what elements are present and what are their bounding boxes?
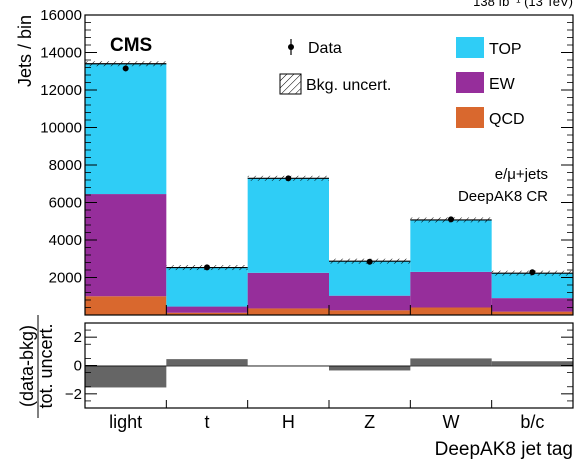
main-tick-label-2000: 2000 [49, 270, 82, 287]
category-label-z: Z [364, 412, 375, 432]
ratio-tick-label-2: 2 [74, 329, 82, 346]
main-tick-label-10000: 10000 [40, 120, 82, 137]
legend-data-label: Data [308, 40, 342, 57]
data-point-w [448, 216, 454, 223]
cms-label: CMS [110, 35, 152, 56]
bar-ew-t [166, 306, 248, 313]
main-tick-label-16000: 16000 [40, 7, 82, 24]
channel-label: e/μ+jets [495, 166, 548, 183]
category-label-h: H [282, 412, 295, 432]
bar-qcd-b-c [491, 311, 573, 315]
bar-ew-light [85, 194, 167, 297]
data-point-h [285, 175, 292, 182]
pull-bar-light [85, 365, 167, 388]
ratio-panel-bars [85, 358, 573, 388]
legend-bkg-uncert: Bkg. uncert. [279, 73, 391, 95]
bar-top-z [329, 261, 411, 296]
pull-bar-z [329, 365, 411, 371]
legend-data: Data [288, 39, 342, 57]
pull-bar-w [410, 358, 492, 366]
x-axis-label: DeepAK8 jet tag [435, 439, 573, 460]
luminosity-label: 138 fb⁻¹ (13 TeV) [473, 0, 573, 9]
bar-top-light [85, 63, 167, 195]
legend-qcd-label: QCD [489, 111, 525, 128]
legend-data-point [288, 44, 294, 50]
bar-qcd-t [166, 312, 248, 315]
bar-top-t [166, 267, 248, 307]
category-label-b-c: b/c [520, 412, 544, 432]
ratio-y-axis-label-line2: tot. uncert. [36, 323, 56, 408]
main-panel-data-points [122, 65, 536, 276]
bar-top-b-c [491, 273, 573, 299]
bar-qcd-h [247, 308, 329, 315]
legend-top-swatch [456, 37, 484, 58]
main-tick-label-14000: 14000 [40, 45, 82, 62]
bar-ew-b-c [491, 298, 573, 312]
region-label: DeepAK8 CR [458, 188, 548, 205]
ratio-tick-label--2: −2 [65, 386, 82, 403]
data-point-z [366, 258, 373, 265]
legend-qcd-swatch [456, 107, 484, 128]
bar-ew-z [329, 295, 411, 311]
bar-ew-w [410, 271, 492, 308]
category-label-light: light [109, 412, 142, 432]
legend-top-label: TOP [489, 41, 522, 58]
main-tick-label-8000: 8000 [49, 157, 82, 174]
bar-qcd-z [329, 310, 411, 315]
bar-top-h [247, 178, 329, 273]
legend: Data Bkg. uncert. TOP EW QCD [279, 37, 525, 128]
main-panel-bars [85, 63, 573, 315]
main-tick-label-12000: 12000 [40, 82, 82, 99]
bar-qcd-w [410, 307, 492, 315]
main-y-axis-label: Jets / bin [15, 15, 35, 87]
category-label-w: W [443, 412, 460, 432]
main-tick-label-4000: 4000 [49, 232, 82, 249]
ratio-y-ticks: −2 0 2 [65, 329, 573, 403]
bar-top-w [410, 219, 492, 272]
legend-ew-swatch [456, 72, 484, 93]
legend-bkg-uncert-swatch [279, 73, 302, 95]
data-point-b-c [529, 269, 536, 276]
bar-ew-h [247, 272, 329, 309]
data-point-t [204, 264, 210, 271]
pull-bar-t [166, 359, 248, 366]
bar-qcd-light [85, 296, 167, 315]
data-point-light [122, 65, 129, 72]
ratio-y-axis-label-line1: (data-bkg) [17, 325, 37, 407]
category-label-t: t [204, 412, 209, 432]
main-tick-label-6000: 6000 [49, 195, 82, 212]
main-y-ticks: 2000 4000 6000 8000 10000 12000 14000 16000 [40, 7, 573, 308]
ratio-tick-label-0: 0 [74, 358, 82, 375]
legend-ew-label: EW [489, 76, 516, 93]
pull-bar-b-c [491, 361, 573, 366]
legend-bkg-uncert-label: Bkg. uncert. [306, 77, 391, 94]
